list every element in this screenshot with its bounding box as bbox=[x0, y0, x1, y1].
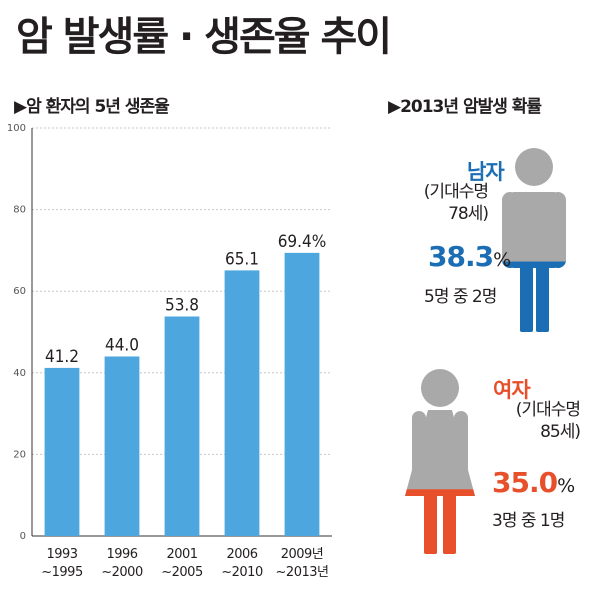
bar bbox=[164, 316, 200, 536]
female-rate-unit: % bbox=[557, 475, 575, 497]
bar bbox=[284, 252, 320, 536]
bar-value-label: 69.4% bbox=[278, 232, 327, 252]
bar-value-label: 65.1 bbox=[225, 249, 259, 269]
male-lifespan-line1: (기대수명 bbox=[423, 182, 489, 202]
y-tick-label: 20 bbox=[13, 449, 26, 460]
y-tick-label: 60 bbox=[13, 286, 26, 297]
female-life-expectancy: (기대수명 85세) bbox=[515, 399, 581, 443]
chart-bars bbox=[44, 252, 320, 536]
x-tick-label: 2001 bbox=[166, 547, 197, 562]
female-figure-fill bbox=[405, 489, 475, 554]
x-tick-label: ~1995 bbox=[41, 565, 83, 580]
male-rate: 38.3% bbox=[428, 240, 511, 273]
female-lifespan-line1: (기대수명 bbox=[515, 400, 581, 420]
male-figure-body bbox=[502, 148, 566, 332]
female-figure-body bbox=[405, 369, 475, 554]
x-tick-label: 2006 bbox=[226, 547, 257, 562]
male-ratio: 5명 중 2명 bbox=[424, 287, 497, 307]
x-tick-label: ~2013년 bbox=[276, 565, 329, 580]
bar-value-label: 44.0 bbox=[105, 335, 139, 355]
male-lifespan-line2: 78세) bbox=[448, 204, 489, 224]
bar-value-label: 41.2 bbox=[45, 347, 79, 367]
x-tick-label: ~2010 bbox=[221, 565, 263, 580]
female-ratio: 3명 중 1명 bbox=[492, 511, 565, 531]
x-tick-label: 1993 bbox=[46, 547, 77, 562]
x-tick-label: ~2005 bbox=[161, 565, 203, 580]
female-rate-value: 35.0 bbox=[492, 466, 558, 499]
male-figure-fill bbox=[502, 261, 566, 332]
x-tick-label: ~2000 bbox=[101, 565, 143, 580]
female-rate: 35.0% bbox=[492, 466, 575, 499]
male-life-expectancy: (기대수명 78세) bbox=[423, 181, 489, 225]
female-lifespan-line2: 85세) bbox=[540, 422, 581, 442]
y-tick-label: 40 bbox=[13, 368, 26, 379]
male-rate-value: 38.3 bbox=[428, 240, 494, 273]
page-title: 암 발생률 · 생존율 추이 bbox=[16, 14, 392, 60]
x-tick-label: 1996 bbox=[106, 547, 137, 562]
bar bbox=[224, 270, 260, 536]
male-figure-icon bbox=[502, 148, 566, 332]
female-figure-icon bbox=[405, 369, 475, 554]
bar bbox=[104, 356, 140, 536]
male-label: 남자 bbox=[467, 160, 505, 184]
male-rate-unit: % bbox=[493, 249, 511, 271]
bar bbox=[44, 367, 80, 536]
chart-section-title: ▶암 환자의 5년 생존율 bbox=[14, 97, 170, 117]
chart-labels: 41.2 1993 ~1995 44.0 1996 ~2000 53.8 2001 ~2005 6… bbox=[41, 232, 329, 580]
female-label: 여자 bbox=[493, 378, 531, 402]
y-tick-label: 80 bbox=[13, 205, 26, 216]
x-tick-label: 2009년 bbox=[281, 547, 324, 562]
y-tick-label: 0 bbox=[20, 531, 26, 542]
probability-section-title: ▶2013년 암발생 확률 bbox=[388, 97, 542, 117]
y-tick-label: 100 bbox=[7, 123, 26, 134]
bar-value-label: 53.8 bbox=[165, 295, 199, 315]
